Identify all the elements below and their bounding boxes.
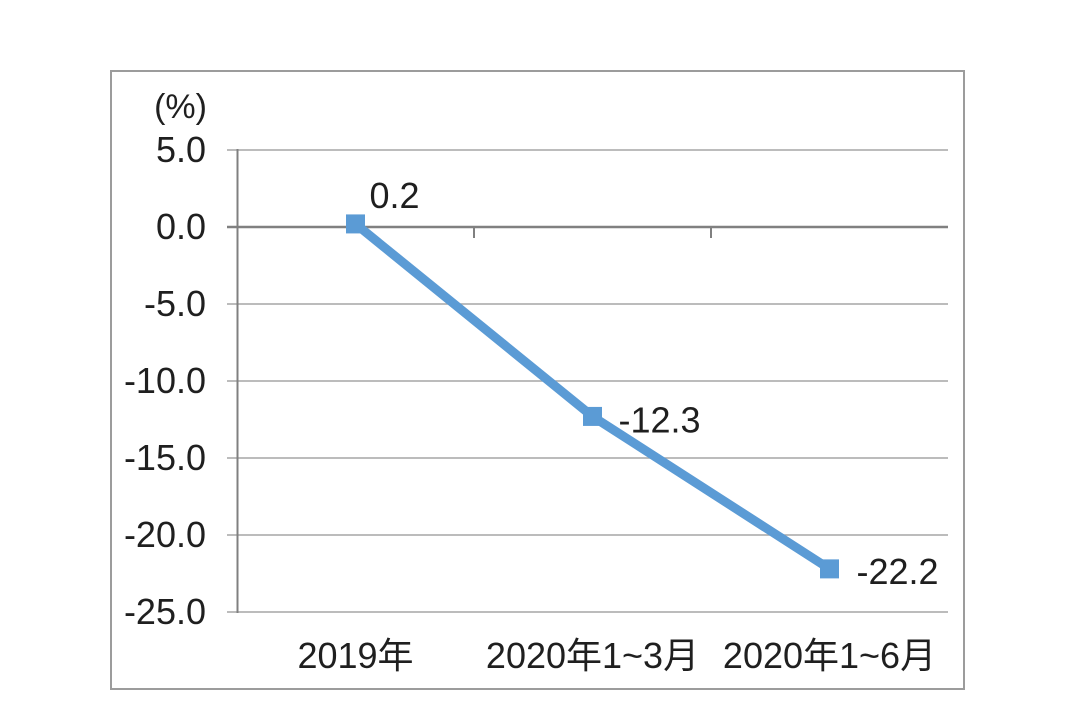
y-axis-tick-label: 5.0 bbox=[156, 129, 206, 170]
chart-border-frame bbox=[110, 70, 965, 690]
data-point-label: 0.2 bbox=[370, 175, 420, 216]
data-point-label: -22.2 bbox=[857, 551, 939, 592]
x-axis-category-label: 2020年1~6月 bbox=[723, 635, 936, 676]
y-axis-tick-label: -25.0 bbox=[124, 591, 206, 632]
x-axis-category-label: 2020年1~3月 bbox=[486, 635, 699, 676]
data-point-marker bbox=[820, 559, 839, 579]
y-axis-tick-label: -15.0 bbox=[124, 437, 206, 478]
y-axis-unit-label: (%) bbox=[154, 88, 207, 126]
y-axis-tick-label: -20.0 bbox=[124, 514, 206, 555]
x-axis-category-label: 2019年 bbox=[297, 635, 413, 676]
y-axis-tick-label: 0.0 bbox=[156, 206, 206, 247]
data-point-label: -12.3 bbox=[619, 399, 701, 440]
data-point-marker bbox=[583, 406, 602, 426]
data-point-marker bbox=[346, 214, 365, 234]
y-axis-tick-label: -10.0 bbox=[124, 360, 206, 401]
series-line bbox=[352, 220, 832, 573]
y-axis-tick-label: -5.0 bbox=[144, 283, 206, 324]
